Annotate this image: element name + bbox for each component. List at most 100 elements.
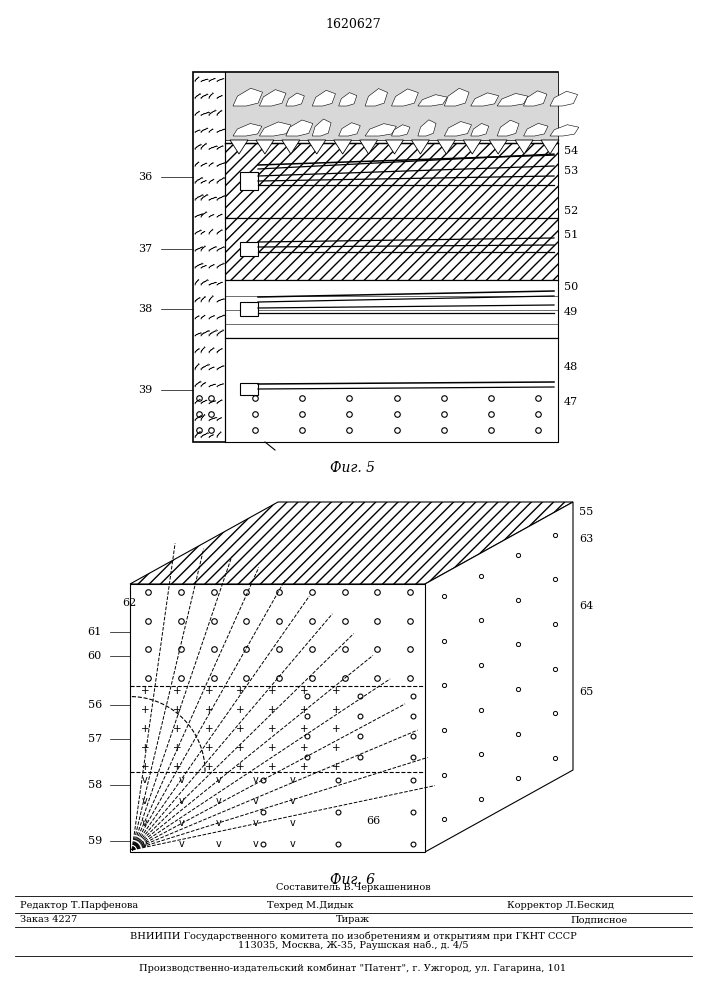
Text: +: +: [173, 705, 181, 715]
Polygon shape: [201, 382, 206, 387]
Bar: [240, 302, 258, 316]
Polygon shape: [195, 111, 199, 116]
Polygon shape: [550, 91, 578, 106]
Polygon shape: [515, 140, 533, 154]
Polygon shape: [217, 110, 222, 116]
Text: ВНИИПИ Государственного комитета по изобретениям и открытиям при ГКНТ СССР: ВНИИПИ Государственного комитета по изоб…: [129, 931, 576, 941]
Polygon shape: [541, 140, 559, 154]
Text: +: +: [141, 705, 149, 715]
Polygon shape: [209, 129, 214, 133]
Text: +: +: [236, 762, 245, 772]
Polygon shape: [209, 229, 213, 235]
Polygon shape: [418, 120, 436, 136]
Text: v: v: [216, 796, 221, 806]
Text: 49: 49: [564, 307, 578, 317]
Polygon shape: [217, 330, 224, 336]
Text: +: +: [173, 762, 181, 772]
Text: Составитель В.Черкашенинов: Составитель В.Черкашенинов: [276, 884, 431, 892]
Text: 51: 51: [564, 230, 578, 240]
Bar: [193, 72, 558, 442]
Text: +: +: [269, 762, 277, 772]
Polygon shape: [209, 78, 216, 82]
Text: +: +: [141, 762, 149, 772]
Polygon shape: [195, 333, 201, 336]
Text: v: v: [252, 796, 258, 806]
Polygon shape: [209, 264, 214, 268]
Polygon shape: [195, 214, 204, 218]
Polygon shape: [209, 315, 215, 319]
Text: v: v: [142, 796, 148, 806]
Text: v: v: [216, 839, 221, 849]
Text: +: +: [204, 743, 213, 753]
Polygon shape: [217, 177, 225, 184]
Text: +: +: [269, 705, 277, 715]
Polygon shape: [286, 120, 312, 136]
Polygon shape: [201, 414, 205, 421]
Polygon shape: [524, 91, 547, 106]
Polygon shape: [308, 140, 326, 154]
Polygon shape: [201, 330, 210, 336]
Polygon shape: [312, 119, 331, 136]
Bar: [240, 172, 258, 190]
Polygon shape: [209, 282, 217, 285]
Text: +: +: [332, 762, 341, 772]
Polygon shape: [195, 399, 201, 404]
Polygon shape: [217, 263, 225, 268]
Bar: [225, 280, 558, 338]
Polygon shape: [209, 93, 214, 99]
Polygon shape: [195, 263, 204, 268]
Text: +: +: [141, 743, 149, 753]
Polygon shape: [209, 110, 216, 116]
Polygon shape: [418, 95, 448, 106]
Text: v: v: [252, 818, 258, 828]
Polygon shape: [339, 93, 357, 106]
Polygon shape: [195, 279, 199, 285]
Polygon shape: [209, 384, 216, 387]
Text: +: +: [300, 686, 309, 696]
Text: v: v: [179, 796, 185, 806]
Text: 54: 54: [564, 145, 578, 155]
Polygon shape: [497, 120, 519, 136]
Polygon shape: [209, 434, 214, 438]
Polygon shape: [201, 246, 206, 252]
Text: +: +: [204, 724, 213, 734]
Polygon shape: [195, 247, 204, 252]
Polygon shape: [233, 123, 262, 136]
Polygon shape: [195, 316, 199, 319]
Polygon shape: [201, 180, 206, 184]
Polygon shape: [385, 140, 404, 154]
Text: +: +: [300, 724, 309, 734]
Text: +: +: [269, 686, 277, 696]
Polygon shape: [201, 347, 205, 353]
Polygon shape: [195, 230, 201, 235]
Polygon shape: [209, 146, 218, 150]
Text: 61: 61: [88, 627, 102, 637]
Polygon shape: [392, 125, 410, 136]
Bar: [225, 143, 558, 218]
Polygon shape: [209, 179, 214, 184]
Text: 56: 56: [88, 700, 102, 710]
Polygon shape: [209, 197, 217, 201]
Polygon shape: [209, 401, 216, 404]
Polygon shape: [195, 194, 204, 201]
Text: 52: 52: [564, 206, 578, 216]
Text: v: v: [289, 796, 295, 806]
Polygon shape: [411, 140, 429, 154]
Text: 39: 39: [138, 385, 152, 395]
Text: 53: 53: [564, 166, 578, 176]
Polygon shape: [209, 367, 214, 370]
Polygon shape: [438, 140, 455, 154]
Text: 37: 37: [138, 244, 152, 254]
Polygon shape: [217, 230, 223, 235]
Polygon shape: [201, 212, 207, 218]
Polygon shape: [201, 231, 205, 235]
Polygon shape: [471, 93, 498, 106]
Text: 50: 50: [564, 282, 578, 292]
Polygon shape: [217, 78, 224, 82]
Polygon shape: [201, 128, 208, 133]
Polygon shape: [217, 383, 224, 387]
Text: 64: 64: [579, 601, 593, 611]
Polygon shape: [312, 90, 335, 106]
Polygon shape: [217, 162, 226, 167]
Polygon shape: [195, 431, 201, 438]
